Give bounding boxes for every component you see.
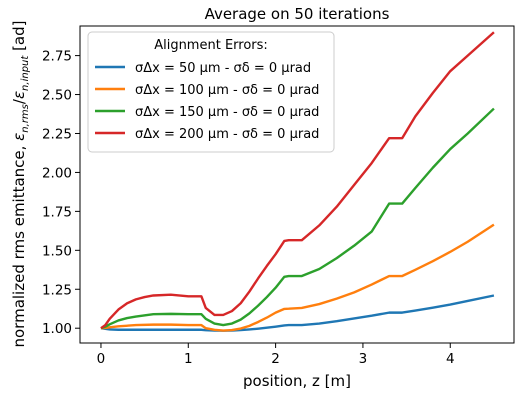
plot-series-group: [100, 31, 495, 332]
svg-text:normalized rms emittance, εn,r: normalized rms emittance, εn,rms/εn,inpu…: [10, 20, 31, 347]
legend-label-3: σΔx = 150 μm - σδ = 0 μrad: [135, 105, 319, 120]
series-line-3: [100, 107, 495, 330]
legend-entries: σΔx = 50 μm - σδ = 0 μrad σΔx = 100 μm - …: [95, 61, 319, 142]
legend: Alignment Errors: σΔx = 50 μm - σδ = 0 μ…: [87, 31, 335, 153]
x-tick-label: 0: [97, 351, 106, 367]
x-axis: 0 1 2 3 4: [97, 343, 455, 367]
y-tick-label: 2.25: [42, 126, 72, 142]
y-tick-label: 2.00: [42, 165, 72, 181]
y-tick-label: 1.00: [42, 321, 72, 337]
plot-frame: [79, 25, 515, 344]
x-axis-label: position, z [m]: [243, 372, 351, 390]
y-tick-label: 1.25: [42, 282, 72, 298]
y-tick-label: 1.75: [42, 204, 72, 220]
y-axis-label: normalized rms emittance, εn,rms/εn,inpu…: [10, 20, 31, 347]
legend-label-4: σΔx = 200 μm - σδ = 0 μrad: [135, 127, 319, 142]
x-tick-label: 4: [446, 351, 455, 367]
series-line-4: [100, 31, 495, 330]
y-tick-label: 2.75: [42, 49, 72, 65]
series-line-1: [100, 294, 495, 332]
x-tick-label: 1: [184, 351, 193, 367]
y-axis: 1.00 1.25 1.50 1.75 2.00 2.25 2.50 2.75: [42, 49, 80, 337]
series-line-2: [100, 223, 495, 332]
legend-label-1: σΔx = 50 μm - σδ = 0 μrad: [135, 61, 311, 76]
chart-title: Average on 50 iterations: [205, 5, 390, 23]
y-tick-label: 2.50: [42, 88, 72, 104]
legend-label-2: σΔx = 100 μm - σδ = 0 μrad: [135, 83, 319, 98]
x-tick-label: 3: [359, 351, 368, 367]
y-tick-label: 1.50: [42, 243, 72, 259]
legend-title: Alignment Errors:: [154, 38, 268, 53]
legend-box: [87, 31, 335, 153]
x-tick-label: 2: [271, 351, 280, 367]
